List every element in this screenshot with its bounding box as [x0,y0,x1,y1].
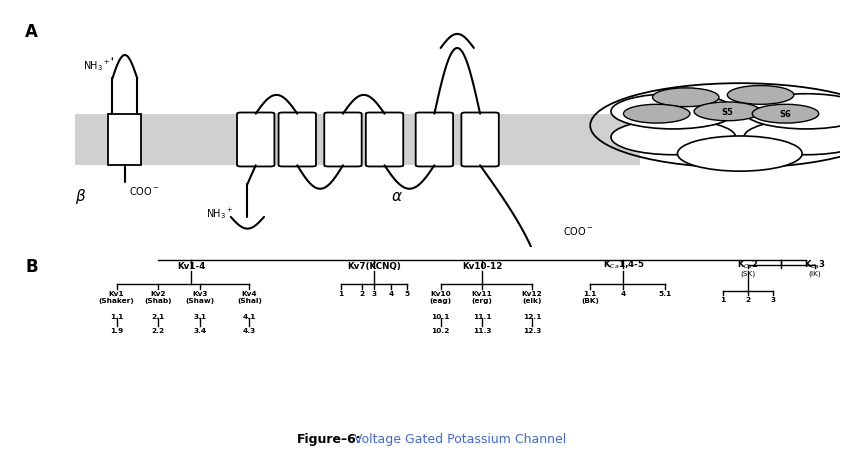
Text: 12.3: 12.3 [523,327,541,333]
Text: (IK): (IK) [808,270,821,276]
FancyBboxPatch shape [461,113,499,167]
Text: NH$_3$$^+$: NH$_3$$^+$ [206,205,233,220]
Text: 10.1: 10.1 [432,313,450,319]
Text: 4: 4 [388,290,393,296]
Text: Kv7(KCNQ): Kv7(KCNQ) [347,261,401,270]
Text: Kv10
(eag): Kv10 (eag) [430,290,452,303]
Text: $\beta$: $\beta$ [75,187,86,206]
Text: Kv1-4: Kv1-4 [177,261,205,270]
Circle shape [728,86,794,105]
Text: 4: 4 [621,290,626,296]
Text: 3.1: 3.1 [193,313,206,319]
FancyBboxPatch shape [324,113,361,167]
Circle shape [744,120,848,156]
Text: Extracellular: Extracellular [665,102,727,112]
Text: S5: S5 [722,107,734,117]
Text: 10.2: 10.2 [432,327,449,333]
Text: Voltage Gated Potassium Channel: Voltage Gated Potassium Channel [350,432,566,445]
Text: 3.4: 3.4 [193,327,206,333]
Text: 12.1: 12.1 [522,313,541,319]
FancyBboxPatch shape [365,113,404,167]
Text: COO$^-$: COO$^-$ [563,224,594,236]
Text: 2: 2 [745,297,750,302]
Text: COO$^-$: COO$^-$ [129,185,159,196]
Text: 3: 3 [371,290,377,296]
Text: 11.1: 11.1 [473,313,492,319]
Text: 4.1: 4.1 [243,313,256,319]
Text: 5: 5 [404,290,410,296]
Text: NH$_3$$^+$: NH$_3$$^+$ [83,58,110,73]
Bar [109,114,142,166]
Circle shape [695,103,761,122]
Text: A: A [25,23,38,41]
FancyBboxPatch shape [278,113,316,167]
Text: Kv10-12: Kv10-12 [462,261,502,270]
Text: 4.3: 4.3 [243,327,256,333]
Text: K$_{Ca}$1,4-5: K$_{Ca}$1,4-5 [603,257,644,270]
Text: (SK): (SK) [740,270,756,276]
Text: Kv3
(Shaw): Kv3 (Shaw) [185,290,215,303]
Text: K$_{Ca}$2: K$_{Ca}$2 [737,257,759,270]
Text: 11.3: 11.3 [473,327,491,333]
Text: 2: 2 [359,290,365,296]
Circle shape [611,95,735,129]
Text: K$_{Ca}$3: K$_{Ca}$3 [804,257,826,270]
Text: 3: 3 [771,297,776,302]
Text: Kv2
(Shab): Kv2 (Shab) [144,290,172,303]
Text: $\alpha$: $\alpha$ [391,189,403,204]
Text: 1.1
(BK): 1.1 (BK) [581,290,600,303]
Text: Kv1
(Shaker): Kv1 (Shaker) [98,290,134,303]
Bar [75,114,640,166]
Text: 2.1: 2.1 [152,313,165,319]
Text: Figure–6:: Figure–6: [297,432,361,445]
Text: 1: 1 [721,297,726,302]
Circle shape [744,95,848,129]
FancyBboxPatch shape [416,113,453,167]
Text: S6: S6 [779,110,791,119]
Text: Kv11
(erg): Kv11 (erg) [471,290,493,303]
Text: Kv12
(elk): Kv12 (elk) [522,290,543,303]
Circle shape [678,137,802,172]
Circle shape [752,105,818,124]
Text: 1.1: 1.1 [110,313,123,319]
FancyBboxPatch shape [237,113,275,167]
Text: Intracellular: Intracellular [665,140,724,150]
Text: Kv4
(Shal): Kv4 (Shal) [237,290,262,303]
Circle shape [653,89,719,107]
Circle shape [611,120,735,156]
Text: 5.1: 5.1 [658,290,672,296]
Text: 1.9: 1.9 [110,327,123,333]
Text: 2.2: 2.2 [152,327,165,333]
Circle shape [623,105,690,124]
Text: 1: 1 [338,290,343,296]
Text: B: B [25,257,37,275]
